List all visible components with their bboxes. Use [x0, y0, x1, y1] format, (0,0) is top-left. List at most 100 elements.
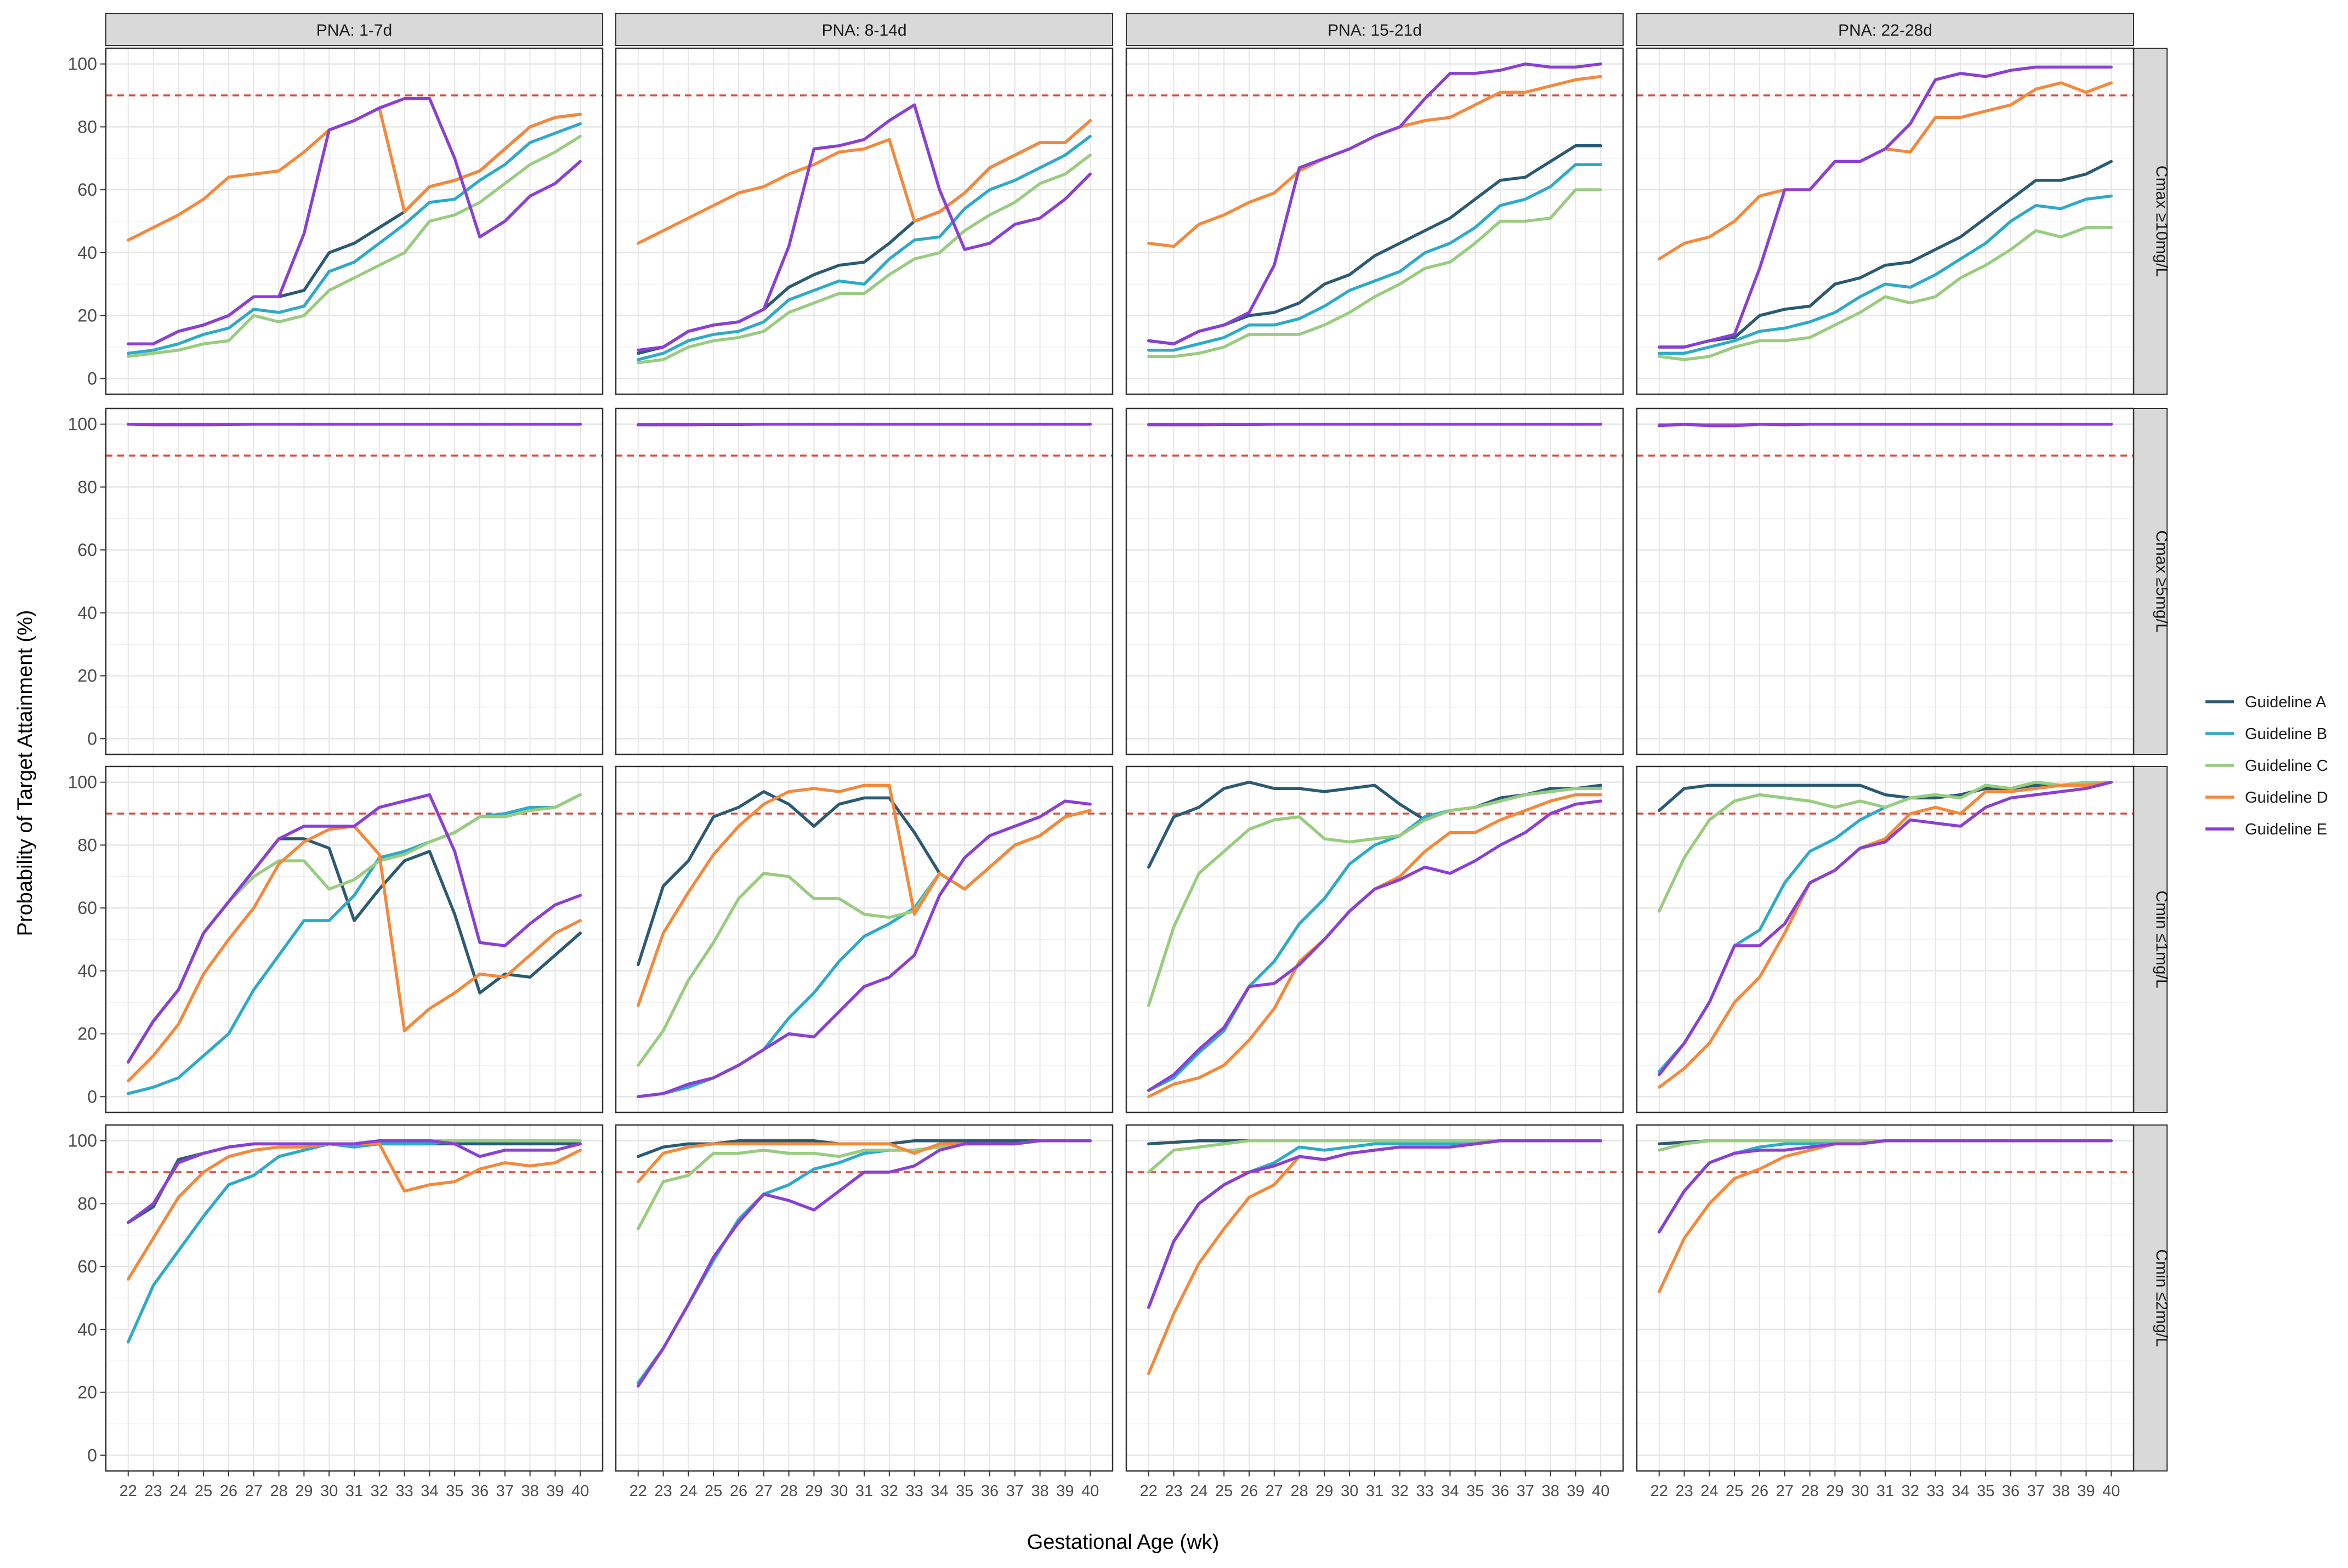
x-tick-label: 34 — [1441, 1482, 1459, 1500]
x-tick-label: 35 — [1977, 1482, 1994, 1500]
facet-panel — [1636, 407, 2135, 755]
facet-panel — [105, 407, 604, 755]
x-tick-label: 37 — [1517, 1482, 1534, 1500]
facet-strip-column — [615, 13, 1113, 46]
x-tick-label: 23 — [1675, 1482, 1693, 1500]
panel-border — [615, 47, 1114, 395]
x-tick-label: 24 — [679, 1482, 697, 1500]
facet-panel — [615, 407, 1114, 755]
x-tick-label: 35 — [1466, 1482, 1484, 1500]
x-tick-label: 37 — [2027, 1482, 2045, 1500]
series-line-guideline-e — [127, 1139, 582, 1224]
x-tick-label: 35 — [446, 1482, 463, 1500]
x-tick-label: 28 — [780, 1482, 797, 1500]
series-line-guideline-e — [127, 793, 582, 1064]
x-tick-label: 38 — [1541, 1482, 1559, 1500]
x-tick-label: 23 — [144, 1482, 162, 1500]
y-tick-label: 60 — [77, 180, 97, 200]
facet-panel — [1636, 765, 2135, 1113]
facet-column-label: PNA: 8-14d — [821, 21, 906, 39]
series-line-guideline-e — [1658, 422, 2113, 428]
y-tick-label: 40 — [77, 1320, 97, 1339]
legend-label: Guideline A — [2245, 694, 2327, 711]
y-tick-label: 0 — [87, 368, 97, 388]
x-tick-label: 37 — [496, 1482, 514, 1500]
y-tick-label: 80 — [77, 1194, 97, 1213]
x-tick-label: 34 — [1952, 1482, 1969, 1500]
facet-panel — [1125, 1124, 1624, 1472]
x-tick-label: 23 — [654, 1482, 672, 1500]
legend: Guideline A Guideline B Guideline C Guideli… — [2205, 694, 2328, 838]
facet-panel — [105, 47, 604, 395]
x-tick-label: 39 — [546, 1482, 564, 1500]
x-tick-label: 28 — [1801, 1482, 1818, 1500]
x-tick-label: 40 — [1081, 1482, 1099, 1500]
series-line-guideline-c — [1658, 780, 2113, 913]
facet-panel — [615, 1124, 1114, 1472]
x-tick-label: 24 — [1700, 1482, 1718, 1500]
legend-label: Guideline B — [2245, 725, 2327, 743]
panel-border — [105, 765, 604, 1113]
x-tick-label: 25 — [1726, 1482, 1743, 1500]
x-tick-label: 32 — [1391, 1482, 1409, 1500]
y-tick-label: 100 — [68, 54, 97, 74]
series-line-guideline-d — [1658, 780, 2113, 1089]
x-tick-label: 30 — [1851, 1482, 1869, 1500]
y-tick-label: 20 — [77, 1383, 97, 1402]
x-tick-label: 26 — [1751, 1482, 1768, 1500]
series-line-guideline-e — [127, 97, 582, 345]
series-line-guideline-e — [637, 103, 1092, 352]
y-tick-label: 40 — [77, 603, 97, 623]
facet-strip-column — [1636, 13, 2134, 46]
y-tick-label: 80 — [77, 477, 97, 497]
x-tick-label: 39 — [2077, 1482, 2095, 1500]
facet-panel — [105, 1124, 604, 1472]
series-line-guideline-d — [637, 119, 1092, 245]
series-line-guideline-a — [1658, 160, 2113, 349]
x-tick-label: 36 — [471, 1482, 489, 1500]
series-line-guideline-c — [1658, 226, 2113, 361]
series-line-guideline-b — [1147, 163, 1602, 352]
x-tick-label: 26 — [1240, 1482, 1258, 1500]
series-line-guideline-b — [1658, 194, 2113, 355]
x-tick-label: 31 — [855, 1482, 873, 1500]
x-tick-label: 33 — [1416, 1482, 1433, 1500]
x-tick-label: 36 — [981, 1482, 999, 1500]
panel-border — [1636, 765, 2135, 1113]
facet-panel — [615, 765, 1114, 1113]
x-tick-label: 38 — [2052, 1482, 2069, 1500]
y-tick-label: 0 — [87, 729, 97, 748]
facet-panel — [105, 765, 604, 1113]
y-tick-label: 20 — [77, 1024, 97, 1044]
x-tick-label: 24 — [1190, 1482, 1207, 1500]
x-tick-label: 31 — [1366, 1482, 1383, 1500]
panel-border — [105, 407, 604, 755]
x-tick-label: 38 — [1031, 1482, 1048, 1500]
y-axis-label: Probability of Target Attainment (%) — [14, 610, 37, 936]
facet-row-label: Cmax ≥10mg/L — [2153, 166, 2171, 277]
x-tick-label: 27 — [1266, 1482, 1283, 1500]
series-line-guideline-d — [637, 783, 1092, 1007]
x-tick-label: 30 — [830, 1482, 848, 1500]
y-tick-label: 100 — [68, 772, 97, 792]
legend-label: Guideline D — [2245, 789, 2328, 806]
y-tick-label: 0 — [87, 1445, 97, 1465]
x-tick-label: 34 — [421, 1482, 438, 1500]
y-tick-label: 40 — [77, 243, 97, 263]
x-tick-label: 27 — [245, 1482, 263, 1500]
x-tick-label: 30 — [320, 1482, 338, 1500]
facet-panel — [615, 47, 1114, 395]
facet-strip-row — [2133, 48, 2168, 395]
y-tick-label: 80 — [77, 117, 97, 137]
x-tick-label: 27 — [755, 1482, 773, 1500]
facet-column-label: PNA: 15-21d — [1328, 21, 1422, 39]
y-tick-label: 20 — [77, 666, 97, 686]
x-tick-label: 22 — [1651, 1482, 1668, 1500]
series-line-guideline-c — [1147, 787, 1602, 1007]
facet-panel — [1125, 765, 1624, 1113]
x-tick-label: 22 — [1140, 1482, 1158, 1500]
x-tick-label: 28 — [270, 1482, 287, 1500]
x-tick-label: 25 — [705, 1482, 722, 1500]
panel-border — [1636, 407, 2135, 755]
